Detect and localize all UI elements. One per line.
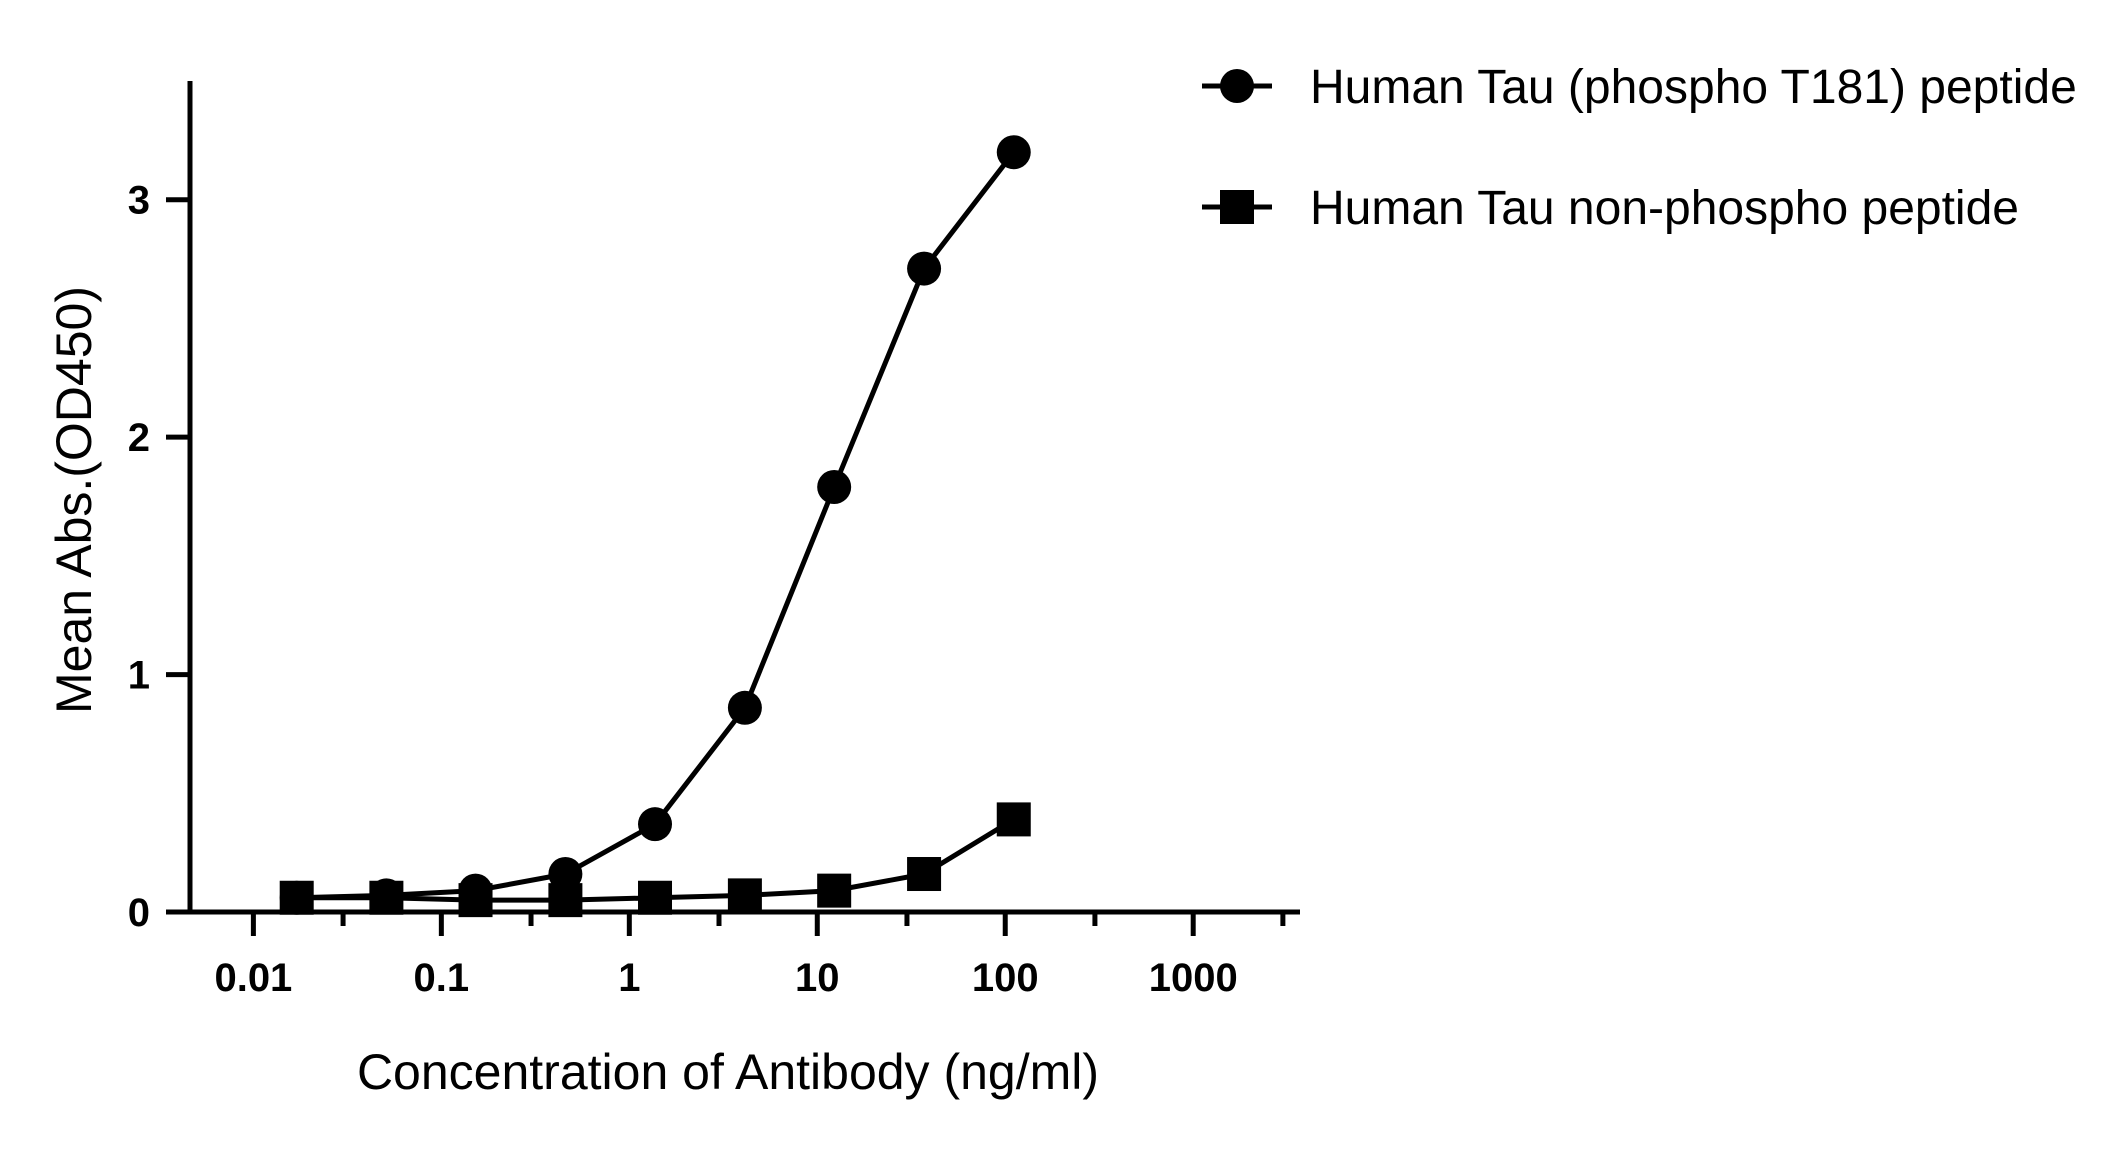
- data-point-square: [638, 880, 673, 915]
- data-point-circle: [907, 251, 942, 286]
- y-tick-label: 0: [128, 891, 150, 935]
- data-point-circle: [817, 470, 852, 505]
- axes-group: [187, 81, 1300, 915]
- data-point-square: [996, 802, 1031, 837]
- data-point-square: [369, 880, 404, 915]
- data-point-circle: [996, 135, 1031, 170]
- legend-item: Human Tau (phospho T181) peptide: [1202, 61, 2077, 114]
- x-tick-label: 0.01: [214, 956, 292, 1000]
- y-tick-label: 3: [128, 179, 150, 223]
- series-2: [279, 802, 1031, 918]
- data-point-square: [817, 873, 852, 908]
- data-point-square: [907, 857, 942, 892]
- y-axis-title: Mean Abs.(OD450): [46, 286, 102, 714]
- x-tick-label: 10: [795, 956, 840, 1000]
- data-point-circle: [727, 690, 762, 725]
- data-point-circle: [548, 857, 583, 892]
- y-tick-label: 2: [128, 416, 150, 460]
- legend-label: Human Tau (phospho T181) peptide: [1310, 61, 2077, 114]
- series-line: [296, 150, 1016, 901]
- x-tick-label: 1: [618, 956, 640, 1000]
- legend-label: Human Tau non-phospho peptide: [1310, 182, 2019, 235]
- legend: Human Tau (phospho T181) peptide Human Ta…: [1202, 61, 2077, 235]
- legend-item: Human Tau non-phospho peptide: [1202, 182, 2019, 235]
- x-tick-label: 100: [972, 956, 1039, 1000]
- x-tick-label: 1000: [1149, 956, 1238, 1000]
- data-point-square: [548, 883, 583, 918]
- legend-marker-square: [1220, 190, 1254, 224]
- data-point-square: [727, 878, 762, 913]
- x-tick-label: 0.1: [414, 956, 470, 1000]
- data-point-square: [279, 880, 314, 915]
- x-axis-title: Concentration of Antibody (ng/ml): [357, 1044, 1099, 1100]
- y-tick-label: 1: [128, 654, 150, 698]
- data-point-square: [458, 883, 493, 918]
- series-layer: [279, 135, 1031, 918]
- series-1: [279, 135, 1031, 915]
- ticks-group: 0 1 2 3 0.01 0.1 1 10 100 1000: [128, 179, 1286, 1000]
- legend-marker-circle: [1220, 69, 1254, 103]
- data-point-circle: [638, 807, 673, 842]
